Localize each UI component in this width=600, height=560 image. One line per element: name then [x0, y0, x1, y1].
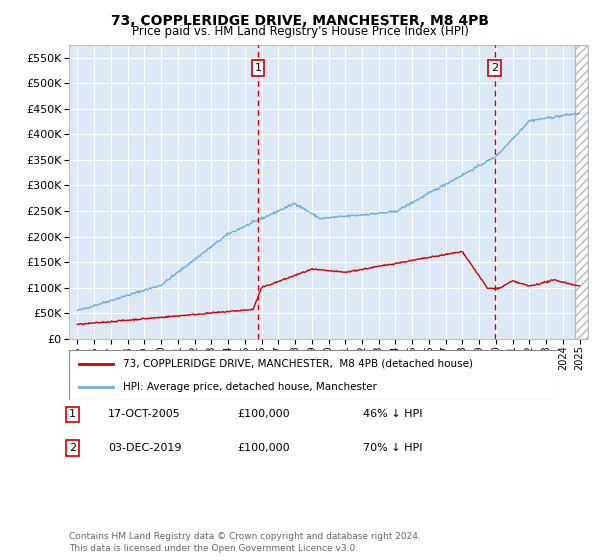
Text: 03-DEC-2019: 03-DEC-2019	[108, 443, 182, 453]
Text: HPI: Average price, detached house, Manchester: HPI: Average price, detached house, Manc…	[123, 382, 377, 392]
Text: £100,000: £100,000	[237, 409, 290, 419]
Text: 73, COPPLERIDGE DRIVE, MANCHESTER,  M8 4PB (detached house): 73, COPPLERIDGE DRIVE, MANCHESTER, M8 4P…	[123, 358, 473, 368]
Text: 1: 1	[69, 409, 76, 419]
Text: 73, COPPLERIDGE DRIVE, MANCHESTER, M8 4PB: 73, COPPLERIDGE DRIVE, MANCHESTER, M8 4P…	[111, 14, 489, 28]
Text: 17-OCT-2005: 17-OCT-2005	[108, 409, 181, 419]
Text: 1: 1	[254, 63, 262, 73]
Text: £100,000: £100,000	[237, 443, 290, 453]
FancyBboxPatch shape	[69, 350, 558, 400]
Text: 46% ↓ HPI: 46% ↓ HPI	[363, 409, 422, 419]
Text: 2: 2	[491, 63, 498, 73]
Text: 70% ↓ HPI: 70% ↓ HPI	[363, 443, 422, 453]
Text: 2: 2	[69, 443, 76, 453]
Text: Contains HM Land Registry data © Crown copyright and database right 2024.
This d: Contains HM Land Registry data © Crown c…	[69, 532, 421, 553]
Text: Price paid vs. HM Land Registry's House Price Index (HPI): Price paid vs. HM Land Registry's House …	[131, 25, 469, 38]
Bar	[575, 45, 588, 339]
